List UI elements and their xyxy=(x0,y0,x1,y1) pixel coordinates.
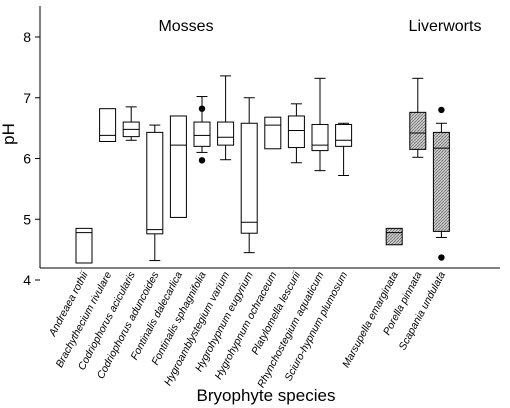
y-tick-label: 4 xyxy=(23,272,31,288)
x-axis-title: Bryophyte species xyxy=(197,386,336,405)
box-body xyxy=(385,227,403,246)
box-body xyxy=(169,115,187,218)
box-body xyxy=(75,227,93,264)
outlier-point xyxy=(198,157,206,164)
y-tick-label: 5 xyxy=(23,211,31,227)
box-body xyxy=(432,131,450,232)
y-tick-label: 8 xyxy=(23,29,31,45)
box-body xyxy=(264,116,282,150)
box-7 xyxy=(217,75,235,161)
box-12 xyxy=(335,122,353,177)
box-15 xyxy=(432,106,450,261)
box-3 xyxy=(122,106,140,141)
box-body xyxy=(217,121,235,146)
box-11 xyxy=(311,77,329,172)
box-body xyxy=(240,122,258,234)
y-axis-title: pH xyxy=(0,123,18,145)
box-5 xyxy=(169,115,187,218)
y-tick-label: 7 xyxy=(23,90,31,106)
box-body xyxy=(99,108,117,142)
box-2 xyxy=(99,108,117,142)
box-body xyxy=(146,131,164,235)
box-body xyxy=(287,115,305,149)
y-tick-label: 6 xyxy=(23,151,31,167)
box-1 xyxy=(75,227,93,264)
box-body xyxy=(311,123,329,152)
group-label-mosses: Mosses xyxy=(158,18,213,35)
box-6 xyxy=(193,96,211,164)
box-10 xyxy=(287,103,305,164)
box-body xyxy=(193,121,211,147)
outlier-point xyxy=(438,254,445,261)
box-14 xyxy=(409,77,427,158)
outlier-point xyxy=(438,106,445,114)
box-13 xyxy=(385,227,403,246)
group-label-liverworts: Liverworts xyxy=(409,18,482,35)
box-body xyxy=(409,111,427,150)
box-body xyxy=(335,123,353,147)
outlier-point xyxy=(198,105,206,112)
box-8 xyxy=(240,97,258,254)
box-4 xyxy=(146,124,164,262)
box-9 xyxy=(264,116,282,150)
